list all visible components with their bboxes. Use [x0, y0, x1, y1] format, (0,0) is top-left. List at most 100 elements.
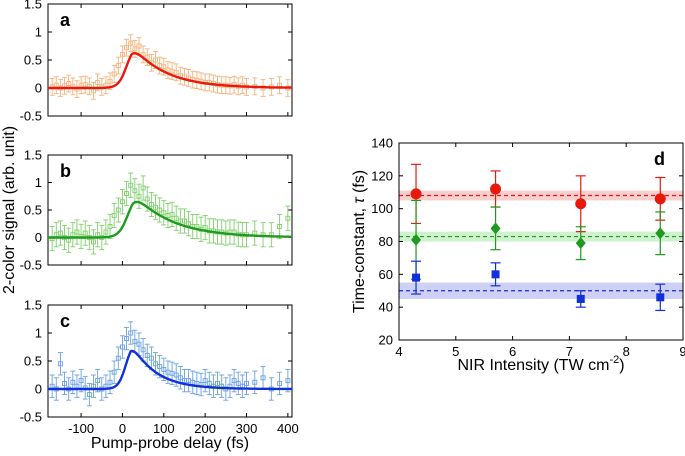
panel-d-ytick-label: 140: [371, 136, 393, 151]
panel-d-xtick-label: 7: [566, 344, 573, 359]
data-point: [107, 78, 113, 84]
panel-a-ytick-label: 1: [35, 25, 42, 40]
right-ylabel-end: (fs): [351, 170, 368, 198]
data-point: [157, 364, 163, 370]
data-point: [128, 182, 134, 188]
panel-b-plot-area: [48, 172, 292, 255]
panel-d-xtick-label: 8: [623, 344, 630, 359]
data-point: [119, 344, 125, 350]
data-point: [115, 207, 121, 213]
data-point: [575, 237, 586, 250]
data-point: [206, 380, 212, 386]
data-point: [202, 378, 208, 384]
data-point: [91, 239, 96, 245]
data-point: [252, 379, 258, 385]
data-point: [128, 40, 134, 46]
panel-b-ytick-label: 1.5: [24, 148, 42, 163]
data-point: [161, 210, 167, 216]
data-point: [260, 375, 266, 381]
panel-c-ytick-label: 1: [35, 326, 42, 341]
data-point: [107, 224, 113, 229]
data-point: [655, 227, 666, 240]
left-ylabel: 2-color signal (arb. unit): [1, 126, 18, 294]
panel-a-plot-area: [48, 34, 292, 100]
panel-a-ytick-label: 1.5: [24, 0, 42, 12]
fit-line: [48, 349, 292, 391]
data-point: [107, 379, 113, 385]
right-xlabel: NIR Intensity (TW cm-2): [457, 354, 624, 374]
panel-a-frame: [47, 3, 293, 117]
panel-d-label: d: [654, 149, 665, 169]
panel-b-ytick-label: -0.5: [20, 258, 42, 273]
data-point: [173, 372, 179, 378]
data-point: [74, 229, 80, 235]
right-xlabel-end: ): [619, 357, 624, 374]
data-point: [410, 188, 422, 200]
panel-c-xtick-label: 0: [119, 421, 126, 436]
data-point: [186, 221, 192, 227]
data-point: [161, 64, 167, 70]
data-point: [140, 185, 146, 191]
data-point: [144, 54, 150, 60]
panel-c-ytick-label: 1.5: [24, 298, 42, 313]
panel-a-ytick-label: 0.5: [24, 53, 42, 68]
right-xlabel-sup: -2: [609, 354, 619, 366]
right-ylabel-symbol: τ: [351, 196, 368, 203]
panel-d-xtick-label: 4: [395, 344, 402, 359]
data-point: [144, 352, 150, 358]
panel-d-xtick-label: 5: [452, 344, 459, 359]
panel-c-ytick-label: 0.5: [24, 354, 42, 369]
data-point: [103, 229, 109, 235]
data-point: [153, 361, 158, 367]
data-point: [132, 188, 138, 194]
data-point: [124, 45, 130, 51]
panel-b-ytick-label: 0.5: [24, 203, 42, 218]
fit-line: [48, 52, 292, 90]
data-point: [231, 378, 237, 384]
fit-line: [48, 200, 292, 239]
data-point: [169, 211, 175, 217]
data-point: [654, 193, 666, 205]
panel-d-ytick-label: 20: [379, 333, 393, 348]
panel-c-plot-area: [48, 321, 292, 407]
panel-c-ytick-label: -0.5: [20, 410, 42, 425]
panel-c-xtick-label: 100: [153, 421, 175, 436]
panel-c-label: c: [60, 311, 70, 331]
panel-d-ytick-label: 80: [379, 234, 393, 249]
panel-b-ytick-label: 1: [35, 175, 42, 190]
right-ylabel-main: Time-constant,: [351, 203, 368, 313]
data-point: [132, 46, 138, 52]
data-point: [124, 336, 130, 342]
panel-c-xtick-label: 300: [236, 421, 258, 436]
data-point: [119, 199, 125, 205]
data-point: [235, 380, 241, 386]
panel-c-xtick-label: 200: [194, 421, 216, 436]
data-point: [136, 341, 142, 347]
data-point: [490, 222, 501, 235]
data-point: [575, 198, 587, 210]
data-point: [95, 79, 101, 85]
data-point: [285, 378, 291, 384]
data-point: [173, 69, 179, 75]
data-point: [57, 361, 63, 367]
panel-b-label: b: [60, 161, 71, 181]
data-point: [57, 230, 63, 236]
panel-d-ytick-label: 120: [371, 168, 393, 183]
panel-d-ytick-label: 60: [379, 267, 393, 282]
data-point: [576, 294, 585, 303]
panel-c-xtick-label: 400: [277, 421, 299, 436]
left-xlabel: Pump-probe delay (fs): [91, 435, 249, 452]
data-point: [132, 338, 138, 344]
data-point: [656, 293, 665, 302]
data-point: [173, 215, 179, 221]
data-point: [144, 196, 150, 202]
data-point: [78, 378, 84, 384]
panel-d-ytick-label: 100: [371, 201, 393, 216]
data-point: [95, 378, 101, 384]
panel-d-xtick-label: 9: [679, 344, 685, 359]
data-point: [119, 51, 125, 57]
data-point: [277, 380, 283, 386]
data-point: [490, 183, 502, 195]
data-point: [128, 330, 134, 336]
